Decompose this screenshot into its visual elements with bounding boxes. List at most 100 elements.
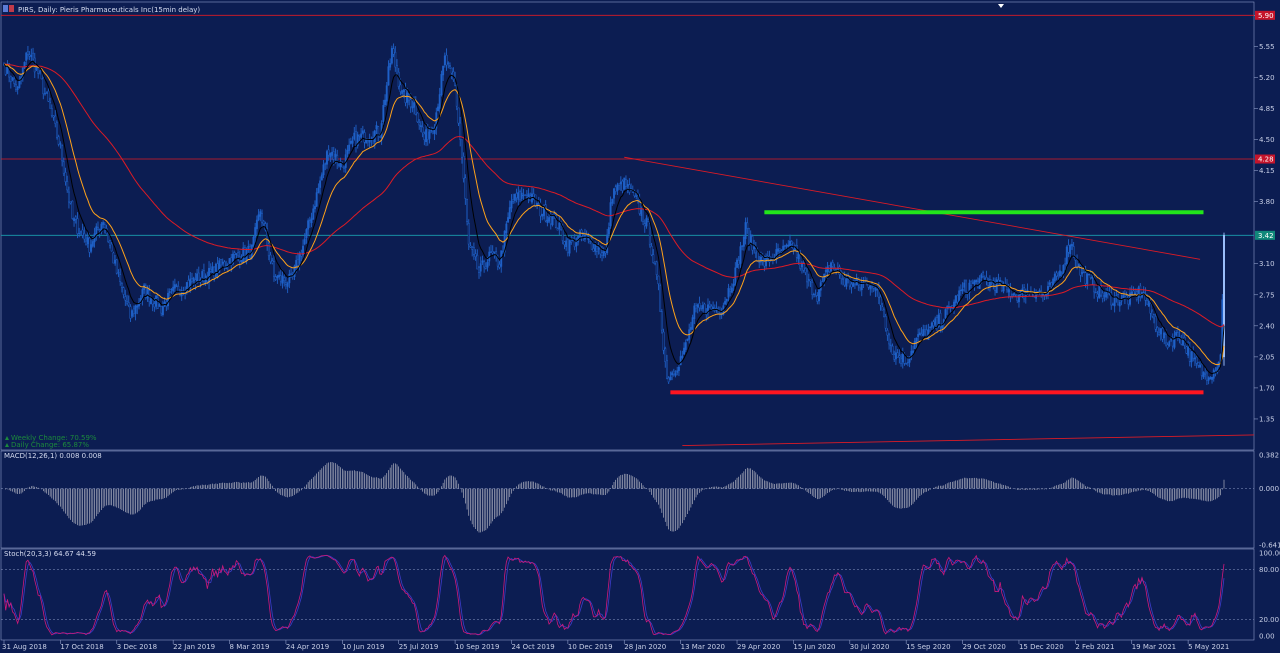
candle-body	[944, 309, 947, 319]
candle-body	[1047, 286, 1049, 295]
candle-body	[1209, 377, 1212, 380]
candle-body	[930, 322, 933, 328]
candle-body	[877, 287, 880, 298]
candle-body	[965, 280, 967, 292]
candle-body	[172, 286, 175, 292]
candle-body	[1223, 235, 1225, 358]
candle-body	[1122, 295, 1125, 299]
candle-body	[168, 291, 171, 294]
price-candles	[3, 43, 1225, 385]
macd-histogram	[1, 461, 1254, 533]
candle-body	[1187, 346, 1190, 356]
candle-body	[86, 237, 89, 245]
candle-body	[45, 92, 48, 94]
price-badge-label: 4.28	[1258, 156, 1274, 164]
candle-body	[647, 219, 650, 223]
candle-body	[780, 250, 783, 253]
candle-body	[32, 52, 34, 60]
candle-body	[654, 261, 656, 264]
candle-body	[1012, 293, 1015, 296]
candle-body	[782, 245, 785, 251]
time-tick-label: 17 Oct 2018	[60, 643, 103, 651]
candle-body	[44, 93, 46, 95]
candle-body	[208, 267, 210, 283]
flag-icon	[9, 5, 14, 12]
candle-body	[698, 302, 701, 309]
candle-body	[739, 246, 742, 264]
candle-body	[1007, 289, 1010, 293]
candle-body	[1057, 275, 1060, 277]
candle-body	[25, 52, 28, 61]
candle-body	[66, 181, 69, 191]
candle-body	[390, 48, 393, 64]
candle-body	[787, 244, 790, 247]
candle-body	[303, 238, 306, 245]
candle-body	[16, 86, 19, 90]
candle-body	[1156, 327, 1159, 332]
candle-body	[37, 67, 40, 74]
candle-body	[869, 285, 872, 290]
candle-body	[259, 211, 262, 217]
candle-body	[556, 228, 559, 231]
candle-body	[501, 251, 504, 253]
candle-body	[64, 172, 67, 182]
candle-body	[1113, 297, 1116, 307]
candle-body	[377, 126, 380, 136]
candle-body	[173, 284, 176, 289]
candle-body	[783, 245, 786, 247]
candle-body	[385, 85, 388, 102]
candle-body	[520, 192, 523, 199]
reference-lines	[1, 14, 1255, 447]
candle-body	[891, 345, 894, 355]
candle-body	[613, 188, 615, 199]
candle-body	[416, 112, 419, 123]
price-tick-label: 5.55	[1259, 43, 1275, 51]
candle-body	[963, 282, 966, 288]
candle-body	[883, 309, 885, 318]
candle-body	[616, 184, 619, 191]
candle-body	[657, 275, 660, 285]
candle-body	[935, 317, 938, 327]
candle-body	[474, 253, 477, 258]
candle-body	[777, 248, 779, 252]
candle-body	[1123, 296, 1126, 298]
candle-body	[874, 288, 877, 291]
candle-body	[144, 285, 147, 298]
time-tick-label: 10 Sep 2019	[455, 643, 499, 651]
shift-marker-icon[interactable]	[998, 4, 1004, 8]
candle-body	[1170, 339, 1172, 341]
candle-body	[1185, 346, 1188, 354]
candle-body	[650, 246, 653, 256]
candle-body	[696, 304, 699, 308]
candle-body	[749, 234, 752, 244]
candle-body	[640, 209, 643, 216]
candle-body	[409, 99, 412, 108]
candle-body	[126, 300, 128, 304]
candle-body	[611, 198, 614, 204]
candle-body	[202, 270, 205, 282]
candle-body	[431, 128, 434, 133]
candle-body	[79, 231, 82, 233]
candle-body	[799, 254, 802, 269]
candle-body	[1168, 341, 1171, 346]
candle-body	[307, 220, 310, 230]
candle-body	[319, 180, 322, 188]
candle-body	[1197, 362, 1200, 366]
time-tick-label: 3 Dec 2018	[117, 643, 157, 651]
price-tick-label: 4.15	[1259, 167, 1275, 175]
candle-body	[214, 263, 217, 277]
trendline-0	[624, 156, 1201, 260]
candle-body	[1199, 365, 1202, 368]
candle-body	[69, 201, 72, 204]
candle-body	[1106, 290, 1109, 295]
time-tick-label: 15 Jun 2020	[793, 643, 835, 651]
candle-body	[623, 177, 626, 190]
candle-body	[375, 125, 378, 130]
candle-body	[625, 179, 627, 187]
candle-body	[167, 292, 169, 307]
candle-body	[281, 275, 284, 284]
candle-body	[1152, 314, 1155, 319]
candle-body	[155, 295, 158, 307]
candle-body	[353, 132, 356, 140]
